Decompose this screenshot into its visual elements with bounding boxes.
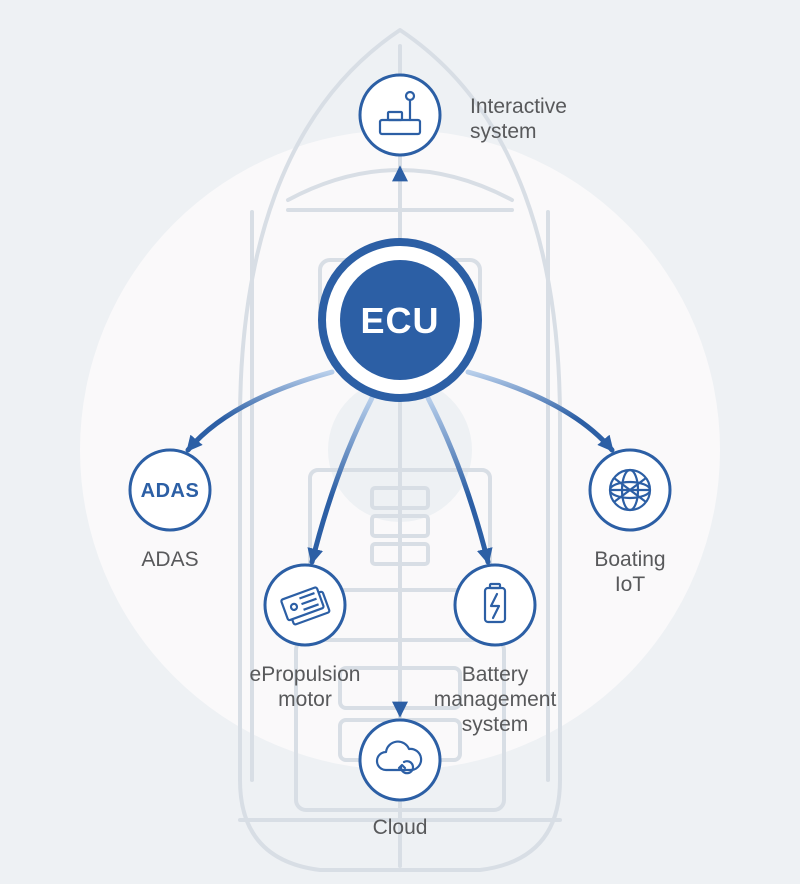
hub-ecu: ECU xyxy=(322,242,478,398)
adas-icon-text: ADAS xyxy=(141,480,200,502)
label-iot: BoatingIoT xyxy=(580,547,680,597)
node-battery xyxy=(455,565,535,645)
label-battery: Batterymanagementsystem xyxy=(395,662,595,738)
hub-label: ECU xyxy=(360,300,439,341)
label-interactive: Interactivesystem xyxy=(470,94,620,144)
label-adas: ADAS xyxy=(125,547,215,572)
node-interactive xyxy=(360,75,440,155)
node-adas: ADAS xyxy=(130,450,210,530)
node-iot xyxy=(590,450,670,530)
diagram-canvas: ECU ADAS xyxy=(0,0,800,884)
label-cloud: Cloud xyxy=(350,815,450,840)
node-epropulsion xyxy=(265,565,345,645)
label-epropulsion: ePropulsionmotor xyxy=(205,662,405,712)
